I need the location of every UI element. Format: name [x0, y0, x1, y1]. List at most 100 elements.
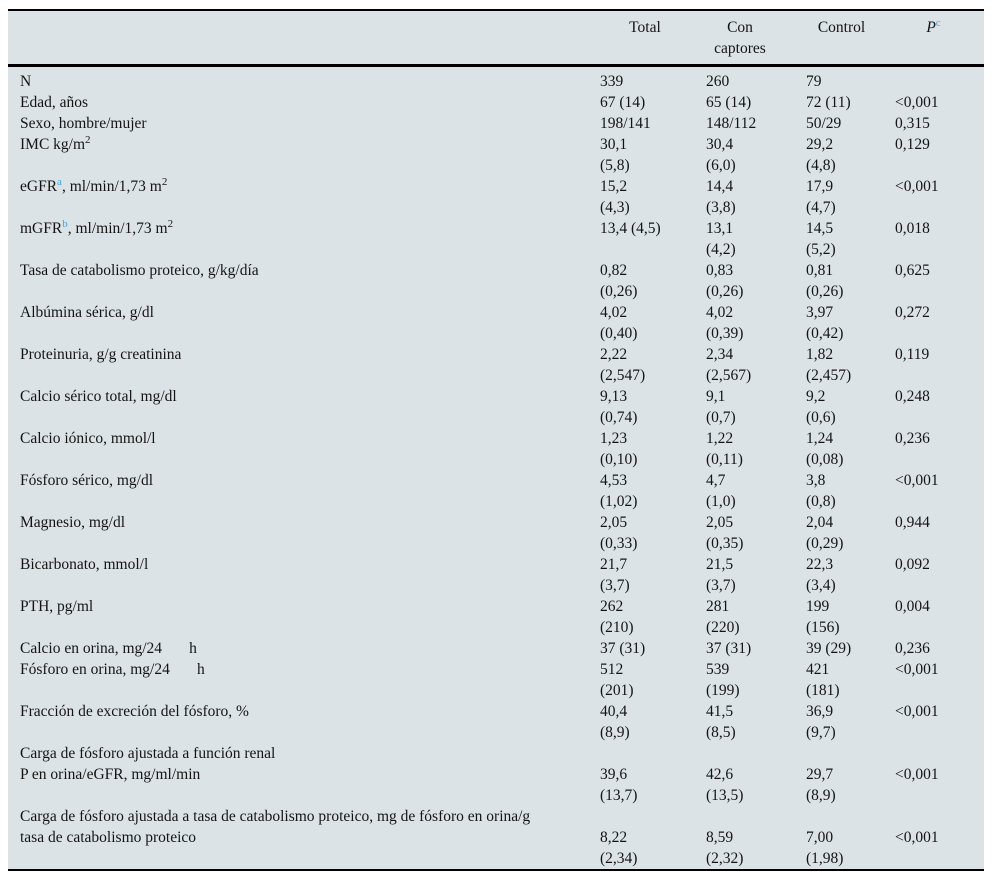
cell-total: 21,7 (3,7) [600, 556, 630, 594]
text-part: Calcio sérico total, mg/dl [20, 388, 177, 405]
cell-total: 15,2 (4,3) [600, 178, 630, 216]
clinical-characteristics-table: Total Con captores Control Pc N 339 260 79 Edad… [8, 11, 984, 869]
text-part: Edad, años [20, 94, 89, 111]
column-header-total: Total [600, 11, 706, 67]
cell-con-captores: 2,05 (0,35) [706, 514, 744, 552]
cell-p: 0,248 [895, 388, 930, 405]
cell-con-captores: 1,22 (0,11) [706, 430, 743, 468]
cell-total: 2,22 (2,547) [600, 346, 646, 384]
table-row: eGFRa, ml/min/1,73 m2 15,2 (4,3) 14,4 (3,8… [8, 176, 984, 218]
table-row: Calcio en orina, mg/24 h 37 (31) 37 (31) 39… [8, 638, 984, 659]
cell-total: 339 [600, 73, 624, 90]
text-part: Sexo, hombre/mujer [20, 115, 147, 132]
cell-con-captores: 37 (31) [706, 640, 752, 657]
cell-total: 13,4 (4,5) [600, 220, 661, 237]
superscript-marker: 2 [161, 175, 168, 188]
text-part: eGFR [20, 178, 58, 195]
text-part: , ml/min/1,73 m [67, 220, 168, 237]
row-label: Sexo, hombre/mujer [8, 113, 600, 134]
row-label: Edad, años [8, 92, 600, 113]
row-label: Fósforo en orina, mg/24 h [8, 659, 600, 701]
header-row: Total Con captores Control Pc [8, 11, 984, 67]
cell-total: 39,6 (13,7) [600, 766, 638, 804]
table-row: Proteinuria, g/g creatinina 2,22 (2,547) 2… [8, 344, 984, 386]
cell-con-captores: 4,02 (0,39) [706, 304, 744, 342]
cell-con-captores: 148/112 [706, 115, 757, 132]
text-part: P en orina/eGFR, mg/ml/min [20, 766, 201, 783]
cell-control [806, 743, 895, 764]
row-label: Albúmina sérica, g/dl [8, 302, 600, 344]
cell-control: 29,2 (4,8) [806, 136, 836, 174]
cell-p: <0,001 [895, 661, 939, 678]
cell-con-captores: 21,5 (3,7) [706, 556, 736, 594]
cell-control: 79 [806, 73, 822, 90]
text-part: Calcio en orina, mg/24 h [20, 640, 197, 657]
cell-total: 30,1 (5,8) [600, 136, 630, 174]
cell-total: 2,05 (0,33) [600, 514, 638, 552]
cell-control: 72 (11) [806, 94, 851, 111]
table-row: IMC kg/m2 30,1 (5,8) 30,4 (6,0) 29,2 (4,8) 0… [8, 134, 984, 176]
row-label: N [8, 66, 600, 93]
table-row: Carga de fósforo ajustada a tasa de cata… [8, 806, 984, 869]
table-row: Fósforo sérico, mg/dl 4,53 (1,02) 4,7 (1,0… [8, 470, 984, 512]
table-row: Fracción de excreción del fósforo, % 40,4… [8, 701, 984, 743]
cell-con-captores: 4,7 (1,0) [706, 472, 736, 510]
cell-total: 9,13 (0,74) [600, 388, 638, 426]
superscript-marker: a [57, 175, 62, 188]
row-label: Carga de fósforo ajustada a tasa de cata… [8, 806, 600, 869]
row-label: Magnesio, mg/dl [8, 512, 600, 554]
table-row: P en orina/eGFR, mg/ml/min 39,6 (13,7) 42,… [8, 764, 984, 806]
cell-p: 0,092 [895, 556, 930, 573]
cell-con-captores: 0,83 (0,26) [706, 262, 744, 300]
cell-total [600, 743, 706, 764]
table-row: Magnesio, mg/dl 2,05 (0,33) 2,05 (0,35) 2,0… [8, 512, 984, 554]
text-part: Albúmina sérica, g/dl [20, 304, 154, 321]
text-part: Tasa de catabolismo proteico, g/kg/día [20, 262, 259, 279]
table-row: Fósforo en orina, mg/24 h 512 (201) 539 (1… [8, 659, 984, 701]
cell-p: 0,119 [895, 346, 930, 363]
cell-con-captores: 41,5 (8,5) [706, 703, 736, 741]
paper-table-sheet: Total Con captores Control Pc N 339 260 79 Edad… [8, 9, 984, 871]
table-row: Edad, años 67 (14) 65 (14) 72 (11) <0,001 [8, 92, 984, 113]
cell-p: <0,001 [895, 178, 939, 195]
table-header: Total Con captores Control Pc [8, 11, 984, 67]
table-row: Bicarbonato, mmol/l 21,7 (3,7) 21,5 (3,7) 2… [8, 554, 984, 596]
table-row: Calcio sérico total, mg/dl 9,13 (0,74) 9,1… [8, 386, 984, 428]
text-part: Total [629, 19, 661, 36]
row-label: Bicarbonato, mmol/l [8, 554, 600, 596]
table-row: Carga de fósforo ajustada a función rena… [8, 743, 984, 764]
column-header-p: Pc [895, 11, 984, 67]
table-row: Albúmina sérica, g/dl 4,02 (0,40) 4,02 (0,… [8, 302, 984, 344]
cell-con-captores: 281 (220) [706, 598, 740, 636]
cell-con-captores: 30,4 (6,0) [706, 136, 736, 174]
text-part: Magnesio, mg/dl [20, 514, 126, 531]
text-part: Proteinuria, g/g creatinina [20, 346, 182, 363]
cell-total: 198/141 [600, 115, 651, 132]
cell-p: <0,001 [895, 472, 939, 489]
superscript-marker: 2 [167, 217, 174, 230]
row-label: mGFRb, ml/min/1,73 m2 [8, 218, 600, 260]
cell-total: 67 (14) [600, 94, 646, 111]
table-row: mGFRb, ml/min/1,73 m2 13,4 (4,5) 13,1 (4,2… [8, 218, 984, 260]
cell-control: 2,04 (0,29) [806, 514, 844, 552]
text-part: P [926, 19, 936, 36]
cell-p: 0,272 [895, 304, 930, 321]
cell-control: 3,8 (0,8) [806, 472, 836, 510]
text-part: Fracción de excreción del fósforo, % [20, 703, 249, 720]
table-row: Calcio iónico, mmol/l 1,23 (0,10) 1,22 (0,… [8, 428, 984, 470]
row-label: Fósforo sérico, mg/dl [8, 470, 600, 512]
cell-control: 29,7 (8,9) [806, 766, 836, 804]
superscript-marker: 2 [85, 133, 91, 146]
cell-con-captores [706, 743, 806, 764]
cell-control: 421 (181) [806, 661, 840, 699]
cell-control: 199 (156) [806, 598, 840, 636]
cell-control: 36,9 (9,7) [806, 703, 836, 741]
cell-p: 0,236 [895, 430, 930, 447]
text-part: PTH, pg/ml [20, 598, 94, 615]
cell-p: <0,001 [895, 94, 939, 111]
cell-control: 22,3 (3,4) [806, 556, 836, 594]
cell-p [895, 66, 984, 93]
text-part: N [20, 73, 32, 90]
cell-total: 37 (31) [600, 640, 646, 657]
cell-con-captores: 42,6 (13,5) [706, 766, 744, 804]
